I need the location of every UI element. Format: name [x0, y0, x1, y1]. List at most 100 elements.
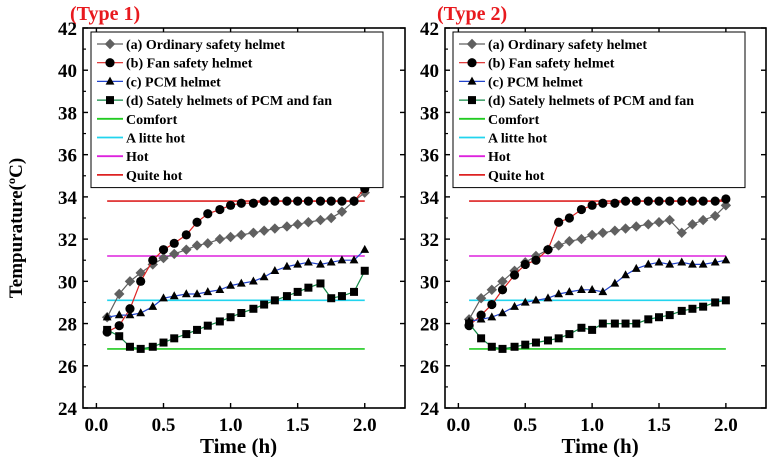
data-point	[125, 304, 135, 314]
data-point	[610, 319, 619, 328]
data-point	[337, 255, 347, 264]
data-point	[665, 259, 675, 268]
data-point	[136, 344, 145, 353]
data-point	[326, 196, 336, 206]
data-point	[281, 221, 293, 232]
data-point	[293, 196, 303, 206]
data-point	[349, 196, 359, 206]
data-point	[292, 219, 303, 230]
data-point	[203, 209, 213, 219]
data-point	[282, 292, 291, 301]
data-point	[586, 229, 598, 241]
chart-title: (Type 2)	[437, 3, 507, 25]
y-tick-label: 40	[58, 61, 77, 82]
y-tick-label: 26	[420, 357, 439, 378]
data-point	[270, 196, 280, 206]
data-point	[697, 214, 709, 226]
series-line	[106, 192, 366, 318]
data-point	[620, 196, 631, 206]
data-point	[304, 283, 313, 292]
data-point	[136, 276, 146, 286]
data-point	[304, 257, 313, 266]
data-point	[102, 312, 112, 321]
legend-entry: Comfort	[488, 113, 540, 128]
data-point	[643, 196, 653, 206]
data-point	[248, 276, 258, 285]
data-point	[282, 261, 292, 270]
data-point	[543, 293, 553, 302]
legend-marker	[466, 38, 478, 50]
data-point	[181, 230, 191, 240]
data-point	[621, 319, 630, 328]
data-point	[170, 334, 179, 343]
y-axis-label: Tempurature(ºC)	[6, 158, 27, 298]
y-tick-label: 40	[420, 61, 439, 82]
data-point	[158, 252, 169, 264]
data-point	[148, 255, 158, 265]
data-point	[236, 278, 246, 287]
data-point	[664, 214, 675, 226]
y-tick-label: 32	[420, 230, 439, 251]
legend-box	[90, 31, 384, 189]
data-point	[360, 266, 369, 275]
data-point	[486, 284, 498, 295]
legend-entry: (c) PCM helmet	[126, 75, 221, 90]
data-point	[135, 267, 146, 279]
data-point	[688, 304, 697, 313]
legend-entry: Quite hot	[126, 169, 183, 184]
data-point	[498, 308, 507, 317]
data-point	[509, 270, 520, 280]
data-point	[259, 196, 269, 206]
data-point	[226, 313, 235, 322]
data-point	[259, 272, 269, 281]
series-line	[468, 299, 727, 350]
data-point	[148, 342, 157, 351]
data-point	[654, 257, 664, 266]
data-point	[269, 223, 281, 234]
x-axis-label: Time (h)	[200, 434, 277, 457]
data-point	[620, 223, 631, 234]
data-point	[631, 196, 641, 206]
data-point	[655, 313, 663, 322]
data-point	[258, 225, 270, 236]
data-point	[587, 284, 597, 293]
data-point	[337, 292, 346, 301]
legend-marker	[106, 96, 114, 105]
legend-marker	[104, 38, 116, 50]
data-point	[710, 196, 720, 206]
data-point	[577, 284, 586, 293]
data-point	[643, 219, 654, 230]
data-point	[644, 315, 653, 324]
data-point	[610, 278, 620, 287]
data-point	[349, 255, 359, 264]
data-point	[124, 276, 136, 287]
data-point	[114, 321, 124, 331]
data-point	[181, 244, 192, 255]
data-point	[236, 198, 246, 208]
data-point	[476, 314, 486, 323]
legend-box	[452, 31, 746, 189]
data-point	[631, 221, 642, 232]
data-point	[260, 300, 269, 309]
data-point	[103, 325, 112, 334]
data-point	[510, 301, 519, 310]
series-line	[468, 259, 727, 322]
y-tick-label: 42	[58, 19, 77, 40]
data-point	[497, 276, 508, 287]
legend-marker	[105, 58, 115, 68]
data-point	[215, 317, 224, 326]
data-point	[498, 344, 507, 353]
data-point	[249, 304, 258, 313]
data-point	[327, 294, 336, 303]
data-point	[237, 309, 246, 317]
y-tick-label: 30	[420, 272, 439, 293]
y-tick-label: 28	[58, 315, 77, 336]
data-point	[159, 293, 168, 302]
legend-entry: Quite hot	[488, 169, 545, 184]
data-point	[610, 198, 620, 208]
data-point	[248, 198, 258, 208]
data-point	[564, 236, 575, 247]
data-point	[202, 238, 213, 249]
